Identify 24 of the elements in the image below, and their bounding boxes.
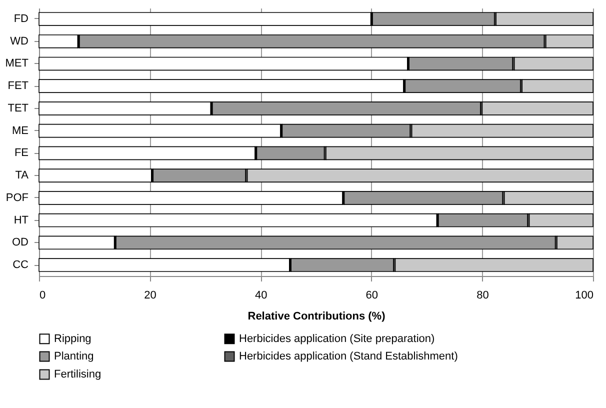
x-tick-label: 60 bbox=[366, 290, 378, 302]
x-tick-label: 40 bbox=[254, 290, 268, 302]
y-tick-label: HT bbox=[14, 214, 29, 226]
x-tick-label: 80 bbox=[476, 290, 489, 302]
x-tick-label: 100 bbox=[575, 290, 594, 302]
y-tick-label: TET bbox=[8, 102, 29, 114]
y-tick-label: WD bbox=[10, 35, 29, 48]
x-tick-label: 0 bbox=[40, 290, 46, 302]
x-axis-title: Relative Contributions (%) bbox=[248, 310, 386, 322]
y-tick-label: POF bbox=[6, 192, 29, 204]
legend-label: Herbicides application (Stand Establishment) bbox=[239, 350, 458, 362]
legend-label: Herbicides application (Site preparation) bbox=[239, 332, 435, 345]
y-tick-label: TA bbox=[15, 170, 30, 182]
y-tick-label: FE bbox=[14, 147, 28, 160]
y-tick-label: MET bbox=[5, 58, 29, 70]
legend-label: Planting bbox=[54, 350, 94, 362]
y-tick-label: ME bbox=[12, 124, 28, 137]
y-tick-label: FET bbox=[8, 80, 29, 92]
legend-label: Ripping bbox=[54, 332, 92, 345]
x-tick-label: 20 bbox=[144, 290, 156, 302]
legend-label: Fertilising bbox=[54, 368, 102, 380]
y-tick-label: OD bbox=[12, 236, 29, 249]
y-tick-label: CC bbox=[12, 259, 29, 272]
y-tick-label: FD bbox=[14, 12, 29, 25]
